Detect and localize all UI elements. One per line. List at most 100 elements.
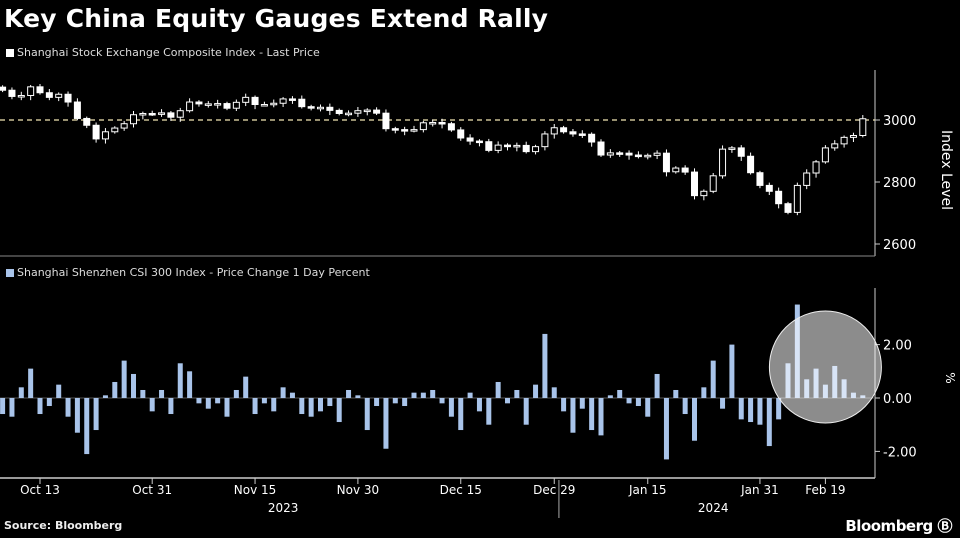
x-tick-label: Feb 19	[805, 483, 845, 497]
change-bar	[710, 360, 716, 398]
change-bar	[626, 398, 632, 404]
candle-down	[588, 133, 596, 143]
change-bar	[112, 381, 118, 398]
candle-up	[139, 112, 147, 116]
change-bar	[701, 387, 707, 398]
brand-text: Bloomberg	[845, 517, 933, 535]
candle-up	[840, 136, 848, 145]
candle-down	[569, 131, 577, 135]
candle-up	[55, 93, 63, 98]
change-bar	[598, 398, 604, 436]
change-bar	[177, 363, 183, 398]
candle-up	[429, 121, 437, 125]
candle-up	[27, 86, 35, 97]
candle-down	[167, 112, 175, 118]
change-bar	[607, 395, 613, 398]
change-bar	[439, 398, 445, 404]
price-y-tick-label: 3000	[883, 114, 916, 129]
change-bar	[224, 398, 230, 417]
candle-up	[672, 167, 680, 173]
change-bar	[336, 398, 342, 423]
change-y-tick-label: 0.00	[883, 392, 912, 407]
candle-up	[849, 135, 857, 138]
change-bar	[692, 398, 697, 441]
candle-up	[158, 112, 166, 115]
candle-up	[821, 147, 829, 163]
candle-down	[401, 129, 409, 132]
change-bar	[56, 384, 62, 398]
candle-down	[45, 92, 53, 98]
change-bar	[289, 392, 295, 398]
change-bar	[74, 398, 80, 433]
candle-up	[120, 123, 128, 129]
candle-up	[130, 114, 137, 125]
x-tick-label: Dec 29	[533, 483, 575, 497]
change-bar	[149, 398, 155, 412]
candle-up	[606, 152, 614, 156]
change-bar	[280, 387, 286, 398]
candle-up	[214, 103, 222, 106]
change-bar	[579, 398, 585, 409]
change-bar	[420, 392, 426, 398]
change-bar	[495, 381, 501, 398]
candle-down	[457, 129, 465, 139]
candle-up	[719, 148, 727, 177]
change-bar	[318, 398, 323, 412]
change-bar	[776, 398, 782, 420]
candle-up	[363, 109, 371, 113]
change-bar	[383, 398, 389, 449]
change-bar	[18, 387, 24, 398]
x-year-label: 2023	[268, 501, 299, 515]
change-bar	[663, 398, 669, 460]
change-bar	[121, 360, 127, 398]
candle-down	[691, 171, 698, 197]
change-bar	[131, 373, 136, 398]
candle-down	[447, 123, 455, 131]
x-tick-label: Dec 15	[440, 483, 482, 497]
candle-up	[831, 143, 839, 149]
change-bar	[682, 398, 688, 415]
candle-up	[317, 106, 324, 110]
change-bar	[766, 398, 772, 447]
candle-up	[709, 175, 717, 192]
chart-title: Key China Equity Gauges Extend Rally	[4, 4, 549, 33]
change-bar	[673, 389, 679, 398]
candle-up	[204, 103, 212, 106]
candle-up	[270, 102, 278, 106]
candle-down	[373, 109, 381, 114]
legend-swatch-price	[6, 48, 14, 57]
change-y-tick-label: 2.00	[883, 339, 912, 354]
candle-down	[83, 117, 91, 126]
change-bar	[533, 384, 539, 398]
candle-up	[101, 131, 109, 140]
change-bar	[561, 398, 567, 412]
bloomberg-b-icon: Ⓑ	[937, 517, 952, 535]
highlight-circle	[768, 310, 882, 424]
change-bar	[757, 398, 763, 425]
candle-up	[176, 110, 184, 118]
change-bar	[261, 398, 267, 404]
change-bar	[299, 398, 305, 415]
change-bar	[102, 395, 108, 398]
candle-up	[812, 161, 820, 174]
change-bar	[486, 398, 492, 425]
change-bar	[308, 398, 314, 417]
candle-down	[148, 112, 156, 116]
candle-down	[288, 98, 296, 101]
candle-up	[232, 101, 240, 109]
candle-down	[625, 152, 633, 156]
candle-down	[92, 124, 100, 140]
change-bar	[589, 398, 595, 431]
x-tick-label: Jan 31	[740, 483, 779, 497]
candle-down	[36, 86, 44, 94]
change-bar	[617, 389, 623, 398]
x-year-label: 2024	[698, 501, 729, 515]
candle-up	[17, 95, 25, 98]
change-bar	[430, 389, 436, 398]
change-bar	[364, 398, 370, 431]
legend-swatch-change	[6, 268, 14, 277]
candle-down	[73, 101, 81, 119]
candle-down	[251, 96, 259, 106]
x-tick-label: Nov 30	[337, 483, 380, 497]
